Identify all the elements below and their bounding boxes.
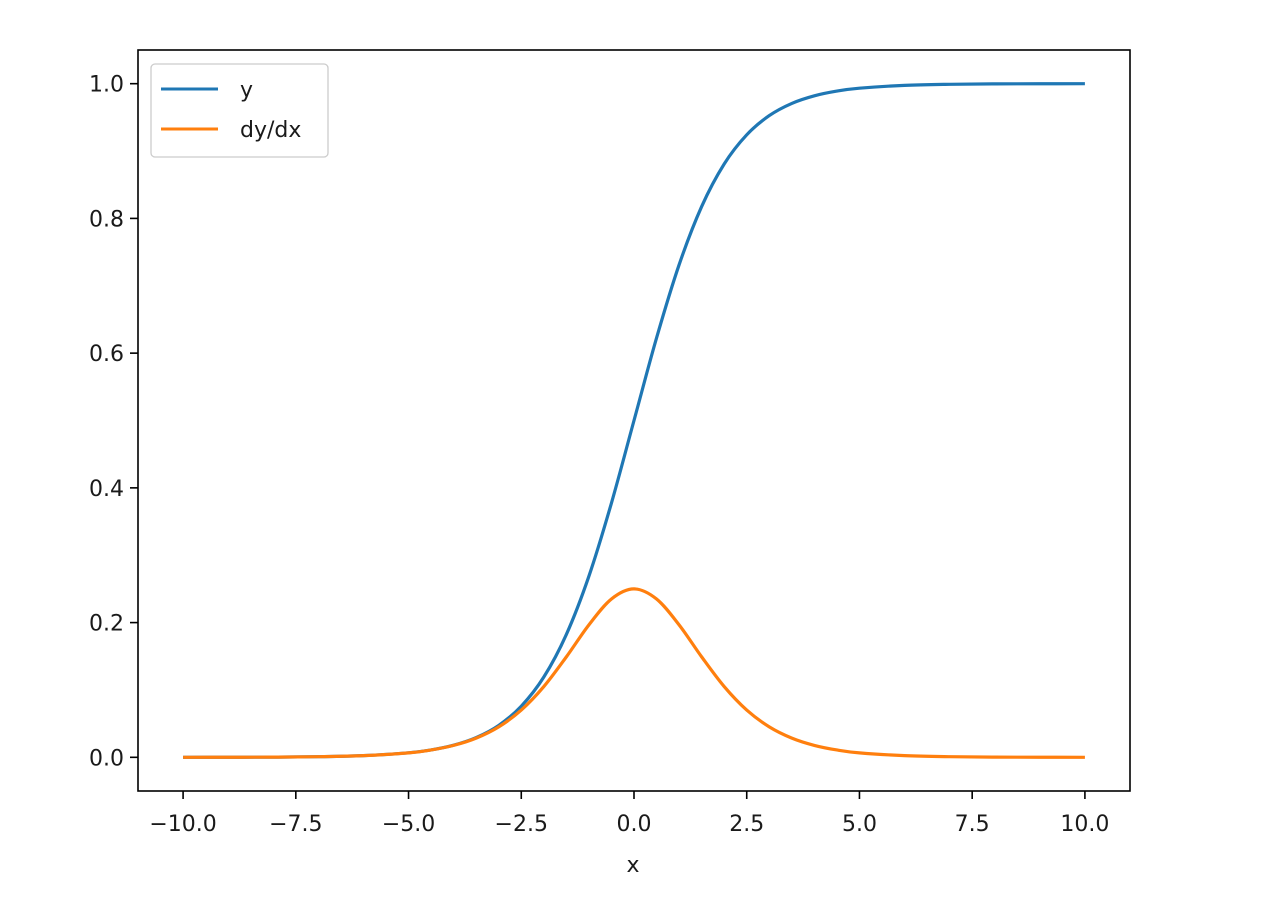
legend-label-y: y bbox=[240, 78, 253, 103]
x-tick-label: 10.0 bbox=[1060, 812, 1109, 837]
legend-label-dydx: dy/dx bbox=[240, 118, 301, 143]
y-tick-label: 1.0 bbox=[89, 73, 124, 98]
x-tick-label: −2.5 bbox=[495, 812, 548, 837]
x-tick-label: −7.5 bbox=[269, 812, 322, 837]
series-layer bbox=[183, 82, 1085, 759]
y-tick-label: 0.6 bbox=[89, 342, 124, 367]
x-tick-label: 5.0 bbox=[842, 812, 877, 837]
y-tick-label: 0.4 bbox=[89, 477, 124, 502]
y-tick-label: 0.2 bbox=[89, 612, 124, 637]
x-tick-label: −10.0 bbox=[149, 812, 216, 837]
legend-box bbox=[150, 63, 329, 158]
legend: y dy/dx bbox=[150, 63, 329, 158]
y-tick-label: 0.8 bbox=[89, 207, 124, 232]
ticks-layer: −10.0 −7.5 −5.0 −2.5 0.0 2.5 5.0 7.5 10.0 0.0 0.2 0… bbox=[89, 73, 1109, 837]
y-tick-label: 0.0 bbox=[89, 746, 124, 771]
series-line-dydx bbox=[183, 587, 1085, 759]
x-tick-label: 2.5 bbox=[729, 812, 764, 837]
series-line-y bbox=[183, 82, 1085, 759]
x-axis-label: x bbox=[626, 853, 639, 878]
x-tick-label: −5.0 bbox=[382, 812, 435, 837]
x-tick-label: 0.0 bbox=[617, 812, 652, 837]
x-tick-label: 7.5 bbox=[955, 812, 990, 837]
